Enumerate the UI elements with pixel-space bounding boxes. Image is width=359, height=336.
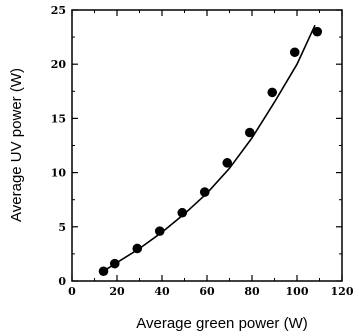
plot-frame xyxy=(71,9,343,282)
x-tick-label: 100 xyxy=(286,285,309,298)
data-point xyxy=(199,187,210,197)
data-point xyxy=(177,207,188,218)
y-tick-label: 10 xyxy=(51,167,67,180)
data-point xyxy=(222,158,233,168)
y-axis-label: Average UV power (W) xyxy=(8,68,25,222)
y-tick-label: 20 xyxy=(51,58,67,71)
plot-border xyxy=(71,9,343,282)
fit-curve-line xyxy=(103,24,316,272)
x-tick-label: 0 xyxy=(68,285,76,298)
x-axis-ticks: 0 20 40 60 80 100 120 xyxy=(68,10,354,298)
x-tick-label: 40 xyxy=(154,285,170,298)
data-point xyxy=(289,47,300,58)
fit-curve xyxy=(103,24,316,272)
data-point xyxy=(154,226,165,236)
data-point xyxy=(109,258,120,269)
y-tick-label: 5 xyxy=(58,221,66,234)
data-points xyxy=(98,26,323,277)
data-point xyxy=(267,87,278,98)
data-point xyxy=(244,127,255,138)
x-tick-label: 20 xyxy=(109,285,125,298)
data-point xyxy=(132,243,143,254)
x-tick-label: 60 xyxy=(199,285,215,298)
x-axis-label: Average green power (W) xyxy=(136,315,307,332)
x-tick-label: 120 xyxy=(331,285,354,298)
x-tick-label: 80 xyxy=(244,285,260,298)
y-tick-label: 25 xyxy=(51,4,66,17)
data-point xyxy=(98,266,109,277)
y-axis-ticks: 0 5 10 15 20 25 xyxy=(51,4,342,288)
data-point xyxy=(312,26,323,37)
y-tick-label: 15 xyxy=(51,112,66,125)
y-tick-label: 0 xyxy=(58,275,66,288)
